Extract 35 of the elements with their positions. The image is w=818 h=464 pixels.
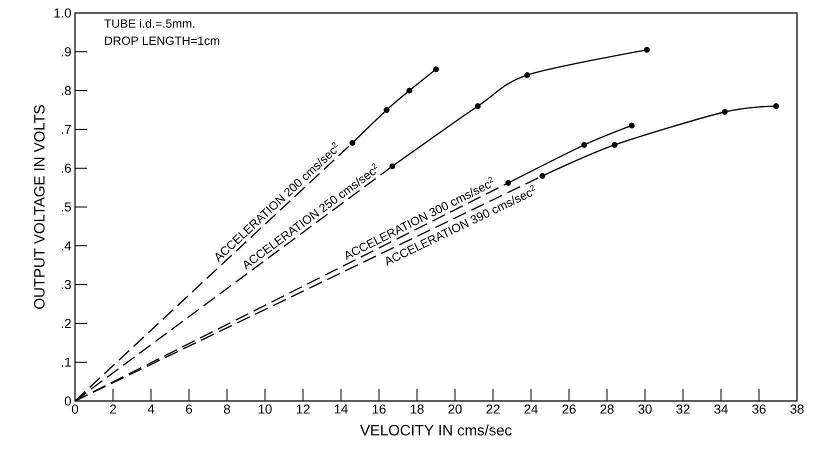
x-tick-label: 38 xyxy=(790,404,804,414)
x-tick-label: 12 xyxy=(296,404,310,414)
y-tick-label: .6 xyxy=(62,164,71,173)
y-tick-label: .4 xyxy=(62,241,72,250)
x-tick-label: 8 xyxy=(224,404,230,414)
y-tick-label: 1.0 xyxy=(54,8,71,18)
x-tick-label: 0 xyxy=(72,404,78,414)
y-tick-label: .7 xyxy=(62,124,71,134)
x-tick-label: 2 xyxy=(110,404,116,414)
y-tick-label: .2 xyxy=(62,318,71,328)
x-tick-label: 4 xyxy=(148,404,154,414)
x-tick-label: 32 xyxy=(676,404,690,414)
y-tick-label: .8 xyxy=(62,86,71,96)
x-axis-title: VELOCITY IN cms/sec xyxy=(360,424,512,436)
x-tick-label: 10 xyxy=(258,404,272,414)
y-tick-label: .9 xyxy=(62,47,71,56)
x-tick-label: 36 xyxy=(752,404,766,414)
y-tick-label: 0 xyxy=(64,396,71,406)
x-tick-label: 18 xyxy=(410,404,424,414)
annotation: DROP LENGTH=1cm xyxy=(105,36,220,45)
y-tick-label: .5 xyxy=(62,202,71,212)
x-tick-label: 28 xyxy=(600,404,614,414)
x-tick-label: 30 xyxy=(638,404,652,414)
y-axis-title: OUTPUT VOLTAGE IN VOLTS xyxy=(34,105,45,309)
x-tick-label: 24 xyxy=(524,404,538,414)
x-tick-label: 6 xyxy=(186,404,192,414)
x-tick-label: 14 xyxy=(334,404,348,414)
x-tick-label: 20 xyxy=(448,404,462,414)
y-tick-label: .1 xyxy=(62,358,71,367)
x-tick-label: 34 xyxy=(714,404,728,414)
annotation: TUBE i.d.=.5mm. xyxy=(104,19,194,28)
x-tick-label: 16 xyxy=(372,404,386,414)
x-tick-label: 22 xyxy=(486,404,500,414)
x-tick-label: 26 xyxy=(562,404,576,414)
y-tick-label: .3 xyxy=(62,280,71,290)
